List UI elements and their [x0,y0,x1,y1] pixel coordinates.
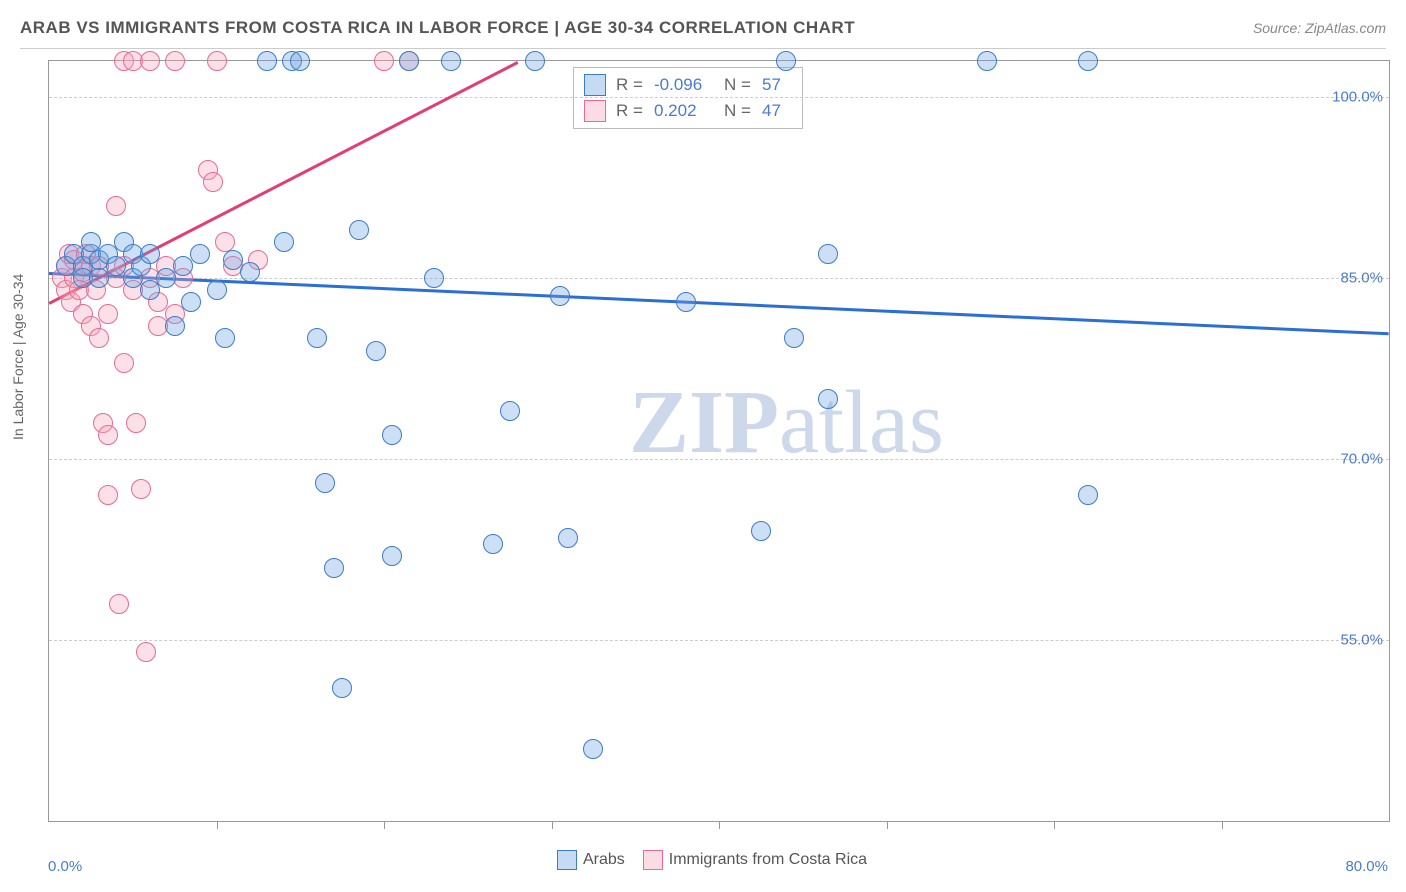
costarica-point [98,485,118,505]
arabs-point [366,341,386,361]
source-label: Source: ZipAtlas.com [1253,20,1386,36]
r-label: R = [616,101,644,121]
costarica-point [140,51,160,71]
series-legend: Arabs Immigrants from Costa Rica [0,850,1406,870]
arabs-point [676,292,696,312]
x-tick [1222,821,1223,829]
arabs-point [776,51,796,71]
arabs-point [274,232,294,252]
costarica-point [98,304,118,324]
legend-row-costarica: R = 0.202 N = 47 [584,98,792,124]
costarica-point [374,51,394,71]
arabs-point [173,256,193,276]
arabs-point [332,678,352,698]
arabs-point [89,268,109,288]
costarica-point [136,642,156,662]
costarica-point [215,232,235,252]
arabs-point [140,244,160,264]
arabs-point [818,244,838,264]
arabs-point [165,316,185,336]
legend-label: Immigrants from Costa Rica [669,851,867,868]
legend-label: Arabs [583,851,625,868]
gridline [49,97,1389,98]
costarica-point [131,479,151,499]
x-tick [1054,821,1055,829]
legend-swatch [584,74,606,96]
arabs-point [558,528,578,548]
arabs-point [500,401,520,421]
legend-swatch [557,850,577,870]
arabs-point [290,51,310,71]
arabs-point [483,534,503,554]
legend-swatch [584,100,606,122]
r-value: -0.096 [654,75,714,95]
costarica-point [89,328,109,348]
arabs-point [751,521,771,541]
legend-row-arabs: R = -0.096 N = 57 [584,72,792,98]
x-tick [217,821,218,829]
x-tick [719,821,720,829]
arabs-point [156,268,176,288]
costarica-point [165,51,185,71]
header: ARAB VS IMMIGRANTS FROM COSTA RICA IN LA… [20,18,1386,49]
arabs-point [1078,51,1098,71]
n-label: N = [724,101,752,121]
r-value: 0.202 [654,101,714,121]
x-tick [552,821,553,829]
scatter-plot: ZIPatlas R =-0.096N =57R =0.202N =47 55.… [48,60,1390,822]
arabs-point [215,328,235,348]
n-label: N = [724,75,752,95]
arabs-point [818,389,838,409]
arabs-point [977,51,997,71]
arabs-point [441,51,461,71]
arabs-point [424,268,444,288]
arabs-point [140,280,160,300]
y-tick-label: 85.0% [1340,270,1383,287]
arabs-point [324,558,344,578]
n-value: 57 [762,75,792,95]
arabs-point [190,244,210,264]
gridline [49,459,1389,460]
costarica-point [106,196,126,216]
arabs-point [315,473,335,493]
gridline [49,640,1389,641]
n-value: 47 [762,101,792,121]
arabs-point [525,51,545,71]
y-tick-label: 100.0% [1332,89,1383,106]
costarica-point [126,413,146,433]
arabs-point [207,280,227,300]
arabs-point [784,328,804,348]
arabs-point [382,425,402,445]
arabs-point [307,328,327,348]
legend-swatch [643,850,663,870]
costarica-point [109,594,129,614]
arabs-point [257,51,277,71]
x-tick [384,821,385,829]
arabs-point [550,286,570,306]
chart-title: ARAB VS IMMIGRANTS FROM COSTA RICA IN LA… [20,18,855,38]
arabs-point [240,262,260,282]
arabs-point [382,546,402,566]
arabs-point [1078,485,1098,505]
arabs-point [583,739,603,759]
costarica-point [98,425,118,445]
arabs-point [399,51,419,71]
y-tick-label: 55.0% [1340,632,1383,649]
arabs-point [181,292,201,312]
y-axis-label: In Labor Force | Age 30-34 [10,274,26,440]
r-label: R = [616,75,644,95]
costarica-point [207,51,227,71]
costarica-point [114,353,134,373]
costarica-point [203,172,223,192]
x-tick [887,821,888,829]
arabs-point [349,220,369,240]
y-tick-label: 70.0% [1340,451,1383,468]
